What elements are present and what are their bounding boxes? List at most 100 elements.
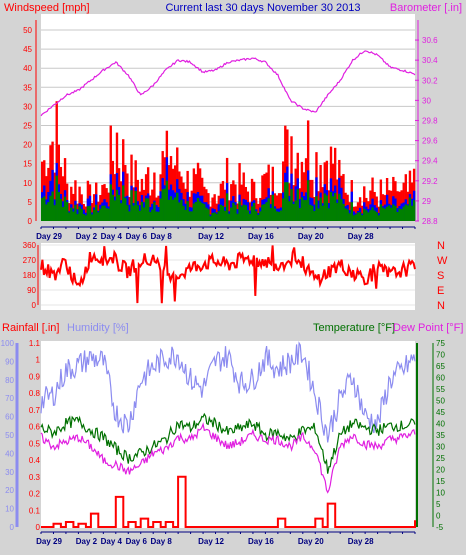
wind-min-bar (394, 205, 397, 221)
wind-min-bar (157, 211, 160, 221)
wind-max-bar (261, 175, 264, 221)
wind-tick-label: 10 (23, 179, 32, 188)
rain-tick-label: 0 (36, 523, 41, 532)
wind-max-bar (242, 172, 245, 221)
wind-min-bar (198, 201, 202, 221)
wind-max-bar (240, 184, 243, 221)
wind-min-bar (211, 212, 214, 221)
wind-max-bar (198, 168, 202, 221)
wind-max-bar (333, 147, 337, 221)
temperature-line (40, 412, 416, 474)
wind-min-bar (113, 200, 117, 221)
rain-tick-label: 0.4 (29, 456, 41, 465)
compass-label: N (437, 300, 445, 312)
wind-min-bar (313, 211, 316, 221)
wind-min-bar (317, 208, 320, 221)
wind-min-bar (408, 197, 412, 221)
rain-tick-label: 0.3 (29, 473, 41, 482)
day-label: Day 16 (248, 537, 274, 546)
wind-min-bar (138, 210, 142, 221)
humidity-tick-label: 20 (5, 486, 14, 495)
barometer-title: Barometer [.in] (390, 2, 462, 14)
dewpoint-line (40, 422, 416, 494)
wind-min-bar (136, 205, 139, 221)
day-label: Day 8 (151, 537, 173, 546)
wind-min-bar (90, 214, 94, 221)
wind-max-bar (72, 193, 75, 221)
rain-tick-label: 0.8 (29, 389, 41, 398)
day-label: Day 16 (248, 232, 274, 241)
wind-min-bar (80, 209, 83, 221)
wind-max-bar (153, 172, 156, 221)
direction-tick-label: 270 (23, 256, 37, 265)
wind-min-bar (163, 188, 166, 221)
windspeed-title: Windspeed [mph] (4, 2, 90, 14)
wind-min-bar (63, 196, 67, 221)
humidity-line (40, 341, 416, 443)
wind-min-bar (92, 209, 96, 221)
wind-min-bar (267, 198, 270, 221)
wind-min-bar (288, 201, 291, 221)
wind-min-bar (398, 208, 401, 221)
wind-tick-label: 45 (23, 45, 32, 54)
wind-min-bar (165, 180, 169, 221)
wind-tick-label: 35 (23, 83, 32, 92)
wind-min-bar (325, 195, 329, 221)
wind-min-bar (230, 207, 233, 221)
wind-min-bar (149, 211, 152, 221)
temperature-tick-label: 60 (436, 374, 445, 383)
wind-min-bar (261, 204, 264, 221)
wind-min-bar (383, 208, 387, 221)
wind-max-bar (63, 158, 67, 221)
temperature-tick-label: 20 (436, 466, 445, 475)
wind-min-bar (302, 200, 306, 221)
wind-min-bar (159, 198, 162, 221)
wind-min-bar (88, 205, 92, 221)
wind-min-bar (132, 205, 135, 221)
wind-min-bar (246, 210, 250, 221)
wind-max-bar (257, 203, 260, 221)
wind-min-bar (294, 200, 297, 221)
humidity-tick-label: 80 (5, 376, 14, 385)
wind-tick-label: 20 (23, 141, 32, 150)
wind-min-bar (209, 216, 212, 221)
wind-min-bar (300, 197, 304, 221)
wind-min-bar (82, 214, 85, 221)
wind-min-bar (356, 212, 360, 221)
wind-min-bar (130, 190, 133, 221)
temperature-tick-label: 50 (436, 397, 445, 406)
wind-min-bar (321, 205, 324, 221)
wind-min-bar (263, 204, 266, 221)
humidity-tick-label: 100 (1, 339, 15, 348)
wind-min-bar (188, 211, 191, 221)
wind-max-bar (136, 179, 139, 221)
wind-min-bar (97, 212, 100, 221)
wind-min-bar (304, 200, 308, 221)
wind-min-bar (248, 213, 252, 221)
direction-panel (41, 243, 415, 310)
wind-min-bar (176, 192, 179, 221)
wind-max-bar (396, 191, 399, 221)
wind-max-bar (228, 200, 231, 221)
wind-min-bar (340, 199, 343, 221)
temperature-tick-label: 35 (436, 431, 445, 440)
wind-min-bar (327, 208, 331, 221)
wind-min-bar (49, 195, 52, 221)
humidity-tick-label: 70 (5, 394, 14, 403)
wind-min-bar (333, 193, 337, 221)
wind-min-bar (387, 205, 391, 221)
wind-min-bar (329, 192, 333, 221)
wind-min-bar (119, 203, 123, 221)
day-label: Day 6 (126, 537, 148, 546)
wind-min-bar (61, 206, 65, 221)
wind-min-bar (55, 175, 58, 221)
wind-min-bar (365, 210, 368, 221)
wind-min-bar (358, 212, 362, 221)
barometer-line (40, 50, 416, 117)
wind-min-bar (228, 213, 231, 221)
wind-max-bar (265, 172, 268, 221)
wind-min-bar (242, 204, 245, 221)
direction-tick-label: 0 (32, 301, 37, 310)
wind-min-bar (360, 215, 364, 221)
day-label: Day 2 (76, 232, 98, 241)
